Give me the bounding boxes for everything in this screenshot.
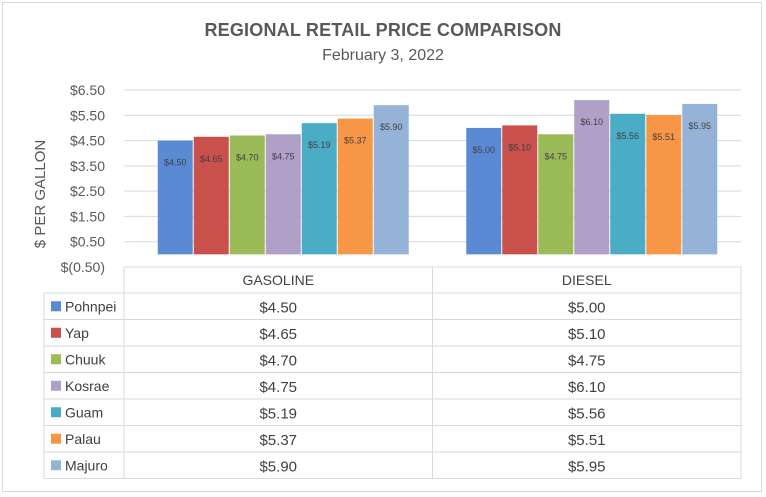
table-cell: $5.90 xyxy=(259,458,297,475)
y-tick-label: $5.50 xyxy=(70,107,105,123)
data-label: $6.10 xyxy=(580,117,603,127)
bar-kosrae-gasoline xyxy=(265,134,301,255)
legend-entry: Kosrae xyxy=(65,378,110,394)
bar-palau-gasoline xyxy=(337,118,373,255)
table-cell: $5.10 xyxy=(568,326,606,343)
table-cell: $4.75 xyxy=(259,379,297,396)
y-tick-label: $2.50 xyxy=(70,183,105,199)
bar-majuro-diesel xyxy=(682,103,718,255)
table-cell: $6.10 xyxy=(568,379,606,396)
table-cell: $5.95 xyxy=(568,458,606,475)
data-label: $5.51 xyxy=(652,132,675,142)
legend-swatch xyxy=(51,380,61,391)
data-label: $5.90 xyxy=(380,122,403,132)
bar-yap-gasoline xyxy=(193,136,229,255)
table-cell: $4.50 xyxy=(259,299,297,316)
data-label: $5.00 xyxy=(472,145,495,155)
legend-swatch xyxy=(51,301,61,312)
bars: $4.50 $4.65 $4.70 $4.75 $5.19 $5.37 $5.90 $5.00… xyxy=(157,100,718,255)
data-label: $5.95 xyxy=(688,121,711,131)
legend-entry: Pohnpei xyxy=(65,298,116,314)
y-tick-label: $4.50 xyxy=(70,133,105,149)
bar-guam-diesel xyxy=(610,113,646,255)
table-cell: $5.37 xyxy=(259,432,297,449)
table-cell: $4.65 xyxy=(259,326,297,343)
y-axis-label: $ PER GALLON xyxy=(32,140,49,248)
data-label: $5.37 xyxy=(344,136,367,146)
table-cell: $4.75 xyxy=(568,352,606,369)
data-label: $5.56 xyxy=(616,131,639,141)
bar-pohnpei-diesel xyxy=(466,127,502,255)
data-label: $5.10 xyxy=(508,142,531,152)
bar-kosrae-diesel xyxy=(574,100,610,255)
legend-swatch xyxy=(51,407,61,418)
data-label: $4.70 xyxy=(236,153,259,163)
chart-title: REGIONAL RETAIL PRICE COMPARISON xyxy=(204,20,562,40)
table-cell: $5.00 xyxy=(568,299,606,316)
y-axis-ticks: $(0.50) $0.50 $1.50 $2.50 $3.50 $4.50 $5.50 $6.… xyxy=(61,82,106,275)
legend-entry: Yap xyxy=(65,325,89,341)
chart-subtitle: February 3, 2022 xyxy=(322,47,444,64)
table-cell: $4.70 xyxy=(259,352,297,369)
bar-chuuk-diesel xyxy=(538,134,574,255)
table-cell: $5.19 xyxy=(259,405,297,422)
y-tick-label: $6.50 xyxy=(70,82,105,98)
data-label: $5.19 xyxy=(308,140,331,150)
bar-majuro-gasoline xyxy=(373,105,409,255)
data-label: $4.75 xyxy=(544,151,567,161)
table-column-header: GASOLINE xyxy=(242,272,314,288)
bar-palau-diesel xyxy=(646,115,682,255)
y-tick-label: $(0.50) xyxy=(61,259,105,275)
legend-swatch xyxy=(51,327,61,338)
legend-entry: Palau xyxy=(65,431,101,447)
bar-chuuk-gasoline xyxy=(229,135,265,255)
legend-swatch xyxy=(51,433,61,444)
bar-pohnpei-gasoline xyxy=(157,140,193,255)
legend-swatch xyxy=(51,354,61,365)
table-cell: $5.51 xyxy=(568,432,606,449)
legend-entry: Guam xyxy=(65,404,103,420)
table-column-header: DIESEL xyxy=(562,272,612,288)
bar-yap-diesel xyxy=(502,125,538,255)
y-tick-label: $0.50 xyxy=(70,234,105,250)
legend-entry: Majuro xyxy=(65,457,108,473)
legend-swatch xyxy=(51,460,61,471)
data-label: $4.75 xyxy=(272,151,295,161)
y-tick-label: $3.50 xyxy=(70,158,105,174)
data-table: GASOLINE DIESEL Pohnpei $4.50 $5.00 Yap $4.65 $… xyxy=(43,266,742,479)
legend-entry: Chuuk xyxy=(65,351,106,367)
y-tick-label: $1.50 xyxy=(70,208,105,224)
bar-guam-gasoline xyxy=(301,123,337,255)
data-label: $4.65 xyxy=(200,154,223,164)
table-cell: $5.56 xyxy=(568,405,606,422)
data-label: $4.50 xyxy=(164,158,187,168)
